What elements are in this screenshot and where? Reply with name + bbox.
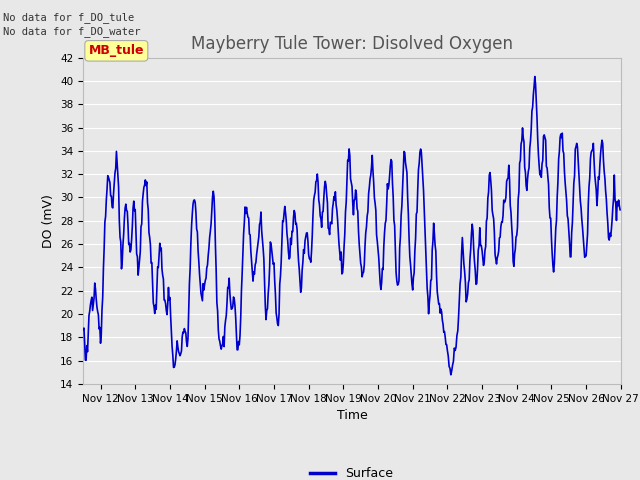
Text: No data for f_DO_water: No data for f_DO_water [3, 26, 141, 37]
Legend: Surface: Surface [305, 462, 399, 480]
Text: MB_tule: MB_tule [88, 44, 144, 57]
Text: No data for f_DO_tule: No data for f_DO_tule [3, 12, 134, 23]
Title: Mayberry Tule Tower: Disolved Oxygen: Mayberry Tule Tower: Disolved Oxygen [191, 35, 513, 53]
Y-axis label: DO (mV): DO (mV) [42, 194, 54, 248]
X-axis label: Time: Time [337, 409, 367, 422]
